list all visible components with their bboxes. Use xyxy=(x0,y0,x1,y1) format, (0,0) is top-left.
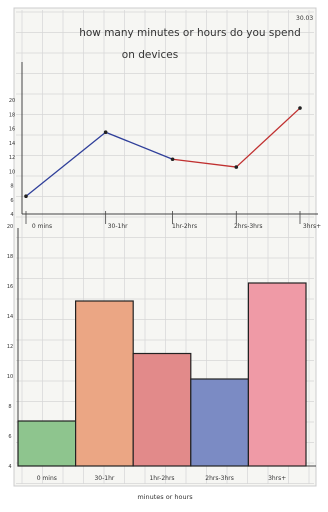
line-series-segment xyxy=(25,131,107,197)
bar-y-tick: 18 xyxy=(7,254,13,260)
line-y-tick: 12 xyxy=(9,155,15,161)
bar-y-tick: 14 xyxy=(7,314,13,320)
line-y-tick: 10 xyxy=(9,169,15,175)
bar-y-tick: 16 xyxy=(7,284,13,290)
line-point xyxy=(298,106,302,110)
line-point xyxy=(170,157,175,162)
line-y-tick: 6 xyxy=(10,198,13,204)
bar-y-tick: 4 xyxy=(8,464,11,470)
bar-x-tick-label: 2hrs-3hrs xyxy=(205,475,234,482)
bar-y-tick: 20 xyxy=(7,224,13,230)
bar-chart: 4 6 8 10 12 14 16 18 20 0 mins 30-1hr 1hr-2hrs 2hrs-… xyxy=(7,224,316,482)
line-y-tick: 14 xyxy=(9,141,15,147)
bar-x-tick-label: 1hr-2hrs xyxy=(149,475,174,482)
line-point xyxy=(24,194,28,199)
bar-y-tick: 6 xyxy=(8,434,11,440)
bar xyxy=(132,352,192,467)
bar-y-tick: 8 xyxy=(8,404,11,410)
bar xyxy=(17,420,77,467)
bar-y-tick: 10 xyxy=(7,374,13,380)
bar-x-tick-label: 30-1hr xyxy=(94,475,114,482)
line-point xyxy=(103,130,108,135)
line-x-tick-label: 1hr-2hrs xyxy=(172,223,197,230)
bar xyxy=(190,378,250,467)
line-series-segment xyxy=(172,158,237,168)
bar-x-tick-label: 3hrs+ xyxy=(268,475,286,482)
title-line-1: how many minutes or hours do you spend xyxy=(79,27,301,39)
bar xyxy=(247,282,307,467)
line-x-tick-label: 0 mins xyxy=(32,223,52,230)
line-y-tick: 4 xyxy=(10,212,13,218)
bar xyxy=(74,300,134,467)
line-y-tick: 8 xyxy=(10,184,13,190)
bar-y-tick: 12 xyxy=(7,344,13,350)
bar-x-tick-label: 0 mins xyxy=(37,475,57,482)
line-series-segment xyxy=(105,131,173,160)
line-x-tick-label: 2hrs-3hrs xyxy=(234,223,263,230)
line-x-tick-label: 30-1hr xyxy=(108,223,128,230)
corner-mark: 30.03 xyxy=(296,15,313,22)
footer-label: minutes or hours xyxy=(137,493,193,501)
line-chart: 4 6 8 10 12 14 16 18 20 0 mins 30-1hr 1hr-2hrs 2hrs-… xyxy=(9,62,321,230)
line-x-tick-label: 3hrs+ xyxy=(303,223,321,230)
line-y-tick: 18 xyxy=(9,112,15,118)
line-point xyxy=(234,165,239,169)
line-y-tick: 16 xyxy=(9,127,15,133)
line-y-tick: 20 xyxy=(9,98,15,104)
line-series-segment xyxy=(235,107,301,168)
title-line-2: on devices xyxy=(122,49,178,61)
